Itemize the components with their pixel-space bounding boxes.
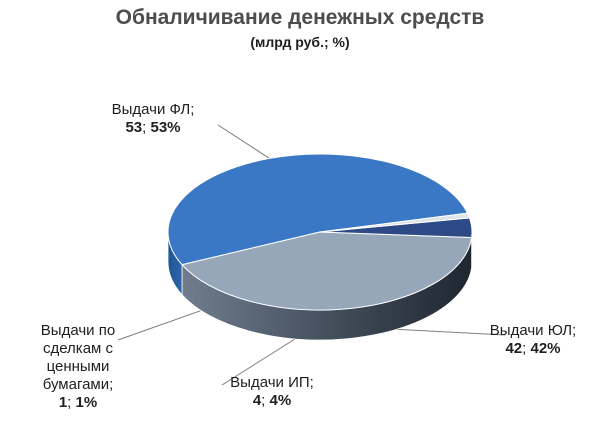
label-fl-value: 53 — [125, 119, 143, 136]
label-sec-sep: ; — [67, 394, 76, 411]
chart-title: Обналичивание денежных средств — [115, 6, 485, 29]
label-vydachi-ip: Выдачи ИП; 4; 4% — [212, 374, 332, 410]
label-ul-sep: ; — [522, 340, 531, 357]
label-ul-name: Выдачи ЮЛ; — [489, 322, 577, 339]
label-ip-value: 4 — [252, 392, 262, 409]
label-sec-value: 1 — [58, 394, 68, 411]
label-sec-percent: 1% — [75, 394, 98, 411]
label-fl-name: Выдачи ФЛ; — [111, 101, 195, 118]
label-fl-sep: ; — [142, 119, 151, 136]
label-fl-percent: 53% — [150, 119, 181, 136]
chart-subtitle: (млрд руб.; %) — [250, 34, 350, 50]
label-ip-percent: 4% — [269, 392, 292, 409]
slice-Выдачи-ЮЛ — [181, 231, 473, 311]
label-ip-name: Выдачи ИП; — [230, 374, 314, 391]
label-ip-sep: ; — [261, 392, 270, 409]
slice-Выдачи-по-сделкам-с-ценными-бумагами — [319, 212, 471, 233]
label-vydachi-fl: Выдачи ФЛ; 53; 53% — [88, 101, 218, 137]
leader-line-Выдачи-ФЛ — [217, 124, 270, 159]
label-vydachi-securities: Выдачи по сделкам с ценными бумагами; 1;… — [18, 322, 138, 412]
slice-Выдачи-ФЛ — [167, 153, 469, 266]
label-sec-name: Выдачи по сделкам с ценными бумагами; — [40, 322, 116, 393]
label-ul-percent: 42% — [530, 340, 561, 357]
label-vydachi-ul: Выдачи ЮЛ; 42; 42% — [468, 322, 598, 358]
label-ul-value: 42 — [505, 340, 523, 357]
